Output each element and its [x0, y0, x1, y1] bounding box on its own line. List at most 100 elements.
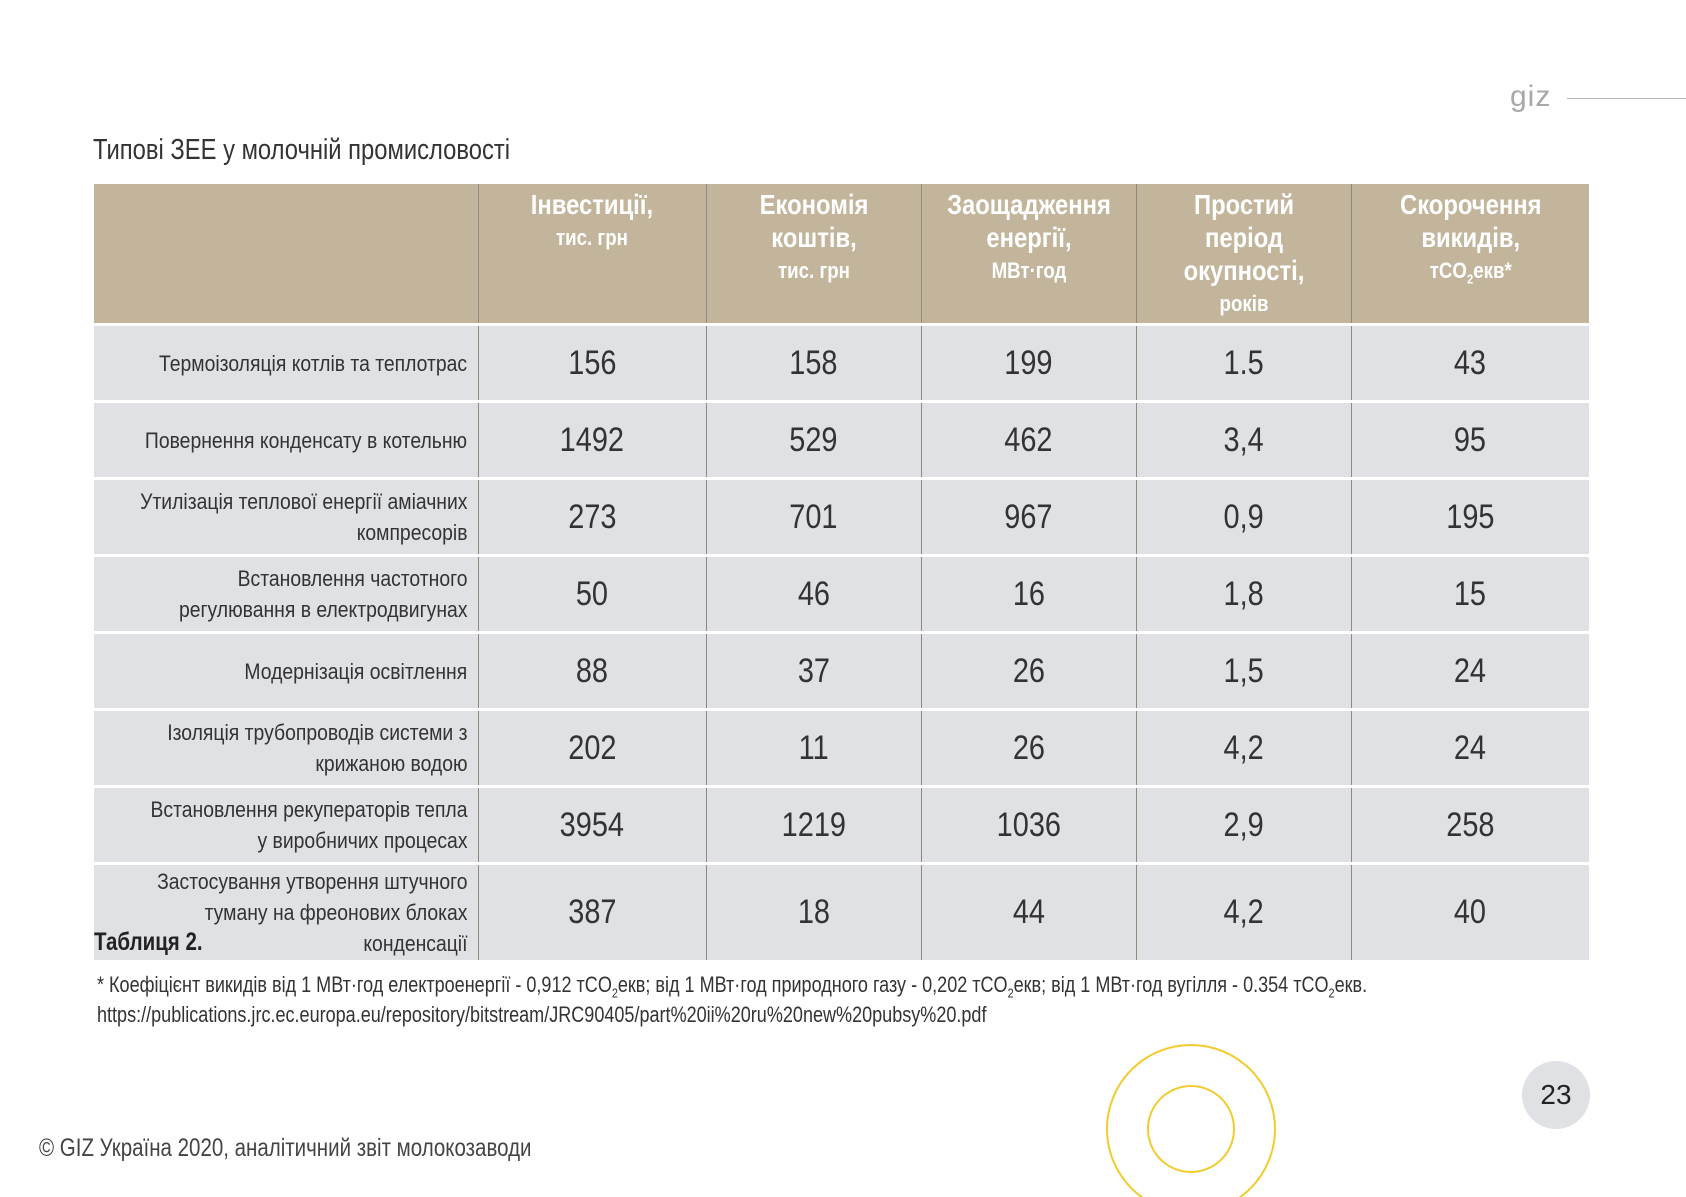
value-cell: 156: [477, 323, 706, 402]
copyright: © GIZ Україна 2020, аналітичний звіт мол…: [39, 1134, 640, 1163]
value-cell: 26: [920, 708, 1136, 787]
column-header: Простий період окупності, років: [1135, 184, 1351, 325]
value-text: 3954: [559, 805, 625, 844]
value-cell: 1036: [920, 785, 1136, 864]
measure-cell: Ізоляція трубопроводів системи з крижано…: [94, 708, 478, 787]
page-number-text: 23: [1540, 1079, 1572, 1110]
value-cell: 202: [477, 708, 706, 787]
value-cell: 24: [1350, 631, 1589, 710]
column-header-unit: років: [1219, 291, 1268, 316]
value-text: 4,2: [1223, 728, 1264, 767]
measure-cell: Утилізація теплової енергії аміачних ком…: [94, 477, 478, 556]
value-text: 26: [1012, 728, 1045, 767]
value-cell: 195: [1350, 477, 1589, 556]
value-text: 967: [1004, 497, 1053, 536]
table-row: Модернізація освітлення 88 37 26 1,5 24: [94, 631, 1589, 710]
column-header-unit: МВт·год: [991, 258, 1066, 283]
value-text: 2,9: [1223, 805, 1264, 844]
value-cell: 15: [1350, 554, 1589, 633]
value-cell: 88: [477, 631, 706, 710]
value-text: 37: [797, 651, 830, 690]
value-text: 18: [797, 893, 830, 931]
value-text: 387: [567, 893, 617, 931]
value-text: 156: [567, 343, 617, 382]
column-header: [94, 184, 478, 325]
value-cell: 43: [1350, 323, 1589, 402]
table-row: Застосування утворення штучного туману н…: [94, 862, 1589, 960]
column-header: Скорочення викидів, тCO2екв*: [1350, 184, 1589, 325]
value-cell: 3954: [477, 785, 706, 864]
copyright-text: © GIZ Україна 2020, аналітичний звіт мол…: [39, 1134, 532, 1162]
measure-label: Встановлення рекуператорів тепла у вироб…: [150, 797, 468, 853]
decorative-ring-outer: [1106, 1044, 1276, 1197]
value-cell: 0,9: [1135, 477, 1351, 556]
table-caption-text: Таблиця 2.: [94, 928, 203, 956]
table-title: Типові ЗЕЕ у молочній промисловості: [93, 134, 602, 167]
source-link-text[interactable]: https://publications.jrc.ec.europa.eu/re…: [97, 1002, 987, 1027]
value-text: 11: [798, 728, 829, 767]
table-caption: Таблиця 2.: [94, 928, 226, 957]
table-title-text: Типові ЗЕЕ у молочній промисловості: [93, 134, 511, 166]
measure-label: Утилізація теплової енергії аміачних ком…: [140, 489, 468, 545]
value-text: 88: [575, 651, 609, 690]
value-cell: 44: [920, 862, 1136, 960]
measure-cell: Термоізоляція котлів та теплотрас: [94, 323, 478, 402]
value-text: 46: [797, 574, 830, 613]
value-cell: 387: [477, 862, 706, 960]
value-text: 158: [789, 343, 838, 382]
value-text: 701: [789, 497, 838, 536]
column-header: Економія коштів, тис. грн: [705, 184, 921, 325]
table-row: Ізоляція трубопроводів системи з крижано…: [94, 708, 1589, 787]
value-text: 40: [1454, 893, 1487, 931]
value-text: 202: [567, 728, 617, 767]
value-cell: 1219: [705, 785, 921, 864]
value-text: 95: [1454, 420, 1487, 459]
value-cell: 1.5: [1135, 323, 1351, 402]
column-header-title: Скорочення викидів,: [1399, 189, 1541, 253]
value-text: 43: [1454, 343, 1487, 382]
value-cell: 40: [1350, 862, 1589, 960]
header-rule: [1567, 98, 1686, 99]
value-text: 1,5: [1223, 651, 1264, 690]
source-link[interactable]: https://publications.jrc.ec.europa.eu/re…: [97, 1002, 1182, 1028]
value-text: 15: [1454, 574, 1487, 613]
measure-cell: Застосування утворення штучного туману н…: [94, 862, 478, 960]
value-text: 3,4: [1223, 420, 1264, 459]
value-cell: 1,8: [1135, 554, 1351, 633]
value-cell: 158: [705, 323, 921, 402]
value-text: 199: [1004, 343, 1053, 382]
table-row: Утилізація теплової енергії аміачних ком…: [94, 477, 1589, 556]
value-cell: 37: [705, 631, 921, 710]
value-cell: 701: [705, 477, 921, 556]
footnote: * Коефіцієнт викидів від 1 МВт·год елект…: [97, 972, 1646, 1000]
table-row: Термоізоляція котлів та теплотрас 156 158 1…: [94, 323, 1589, 402]
value-text: 1.5: [1223, 343, 1264, 382]
giz-logo: giz: [1510, 80, 1552, 113]
measure-label: Застосування утворення штучного туману н…: [157, 869, 468, 956]
value-text: 26: [1012, 651, 1045, 690]
value-cell: 273: [477, 477, 706, 556]
column-header: Заощадження енергії, МВт·год: [920, 184, 1136, 325]
value-text: 1,8: [1223, 574, 1264, 613]
measure-label: Ізоляція трубопроводів системи з крижано…: [167, 720, 468, 776]
value-text: 50: [575, 574, 609, 613]
value-cell: 462: [920, 400, 1136, 479]
measures-table: Інвестиції, тис. грн Економія коштів, тис. …: [94, 184, 1589, 960]
value-text: 195: [1446, 497, 1495, 536]
value-cell: 11: [705, 708, 921, 787]
value-text: 4,2: [1223, 893, 1264, 931]
value-text: 258: [1446, 805, 1495, 844]
measure-cell: Встановлення частотного регулювання в ел…: [94, 554, 478, 633]
page-number: 23: [1522, 1061, 1590, 1129]
value-cell: 2,9: [1135, 785, 1351, 864]
measure-cell: Встановлення рекуператорів тепла у вироб…: [94, 785, 478, 864]
table-row: Встановлення частотного регулювання в ел…: [94, 554, 1589, 633]
column-header-unit: тис. грн: [777, 258, 850, 283]
value-cell: 50: [477, 554, 706, 633]
value-cell: 3,4: [1135, 400, 1351, 479]
column-header-title: Простий період окупності,: [1183, 189, 1304, 286]
measure-cell: Повернення конденсату в котельню: [94, 400, 478, 479]
value-text: 0,9: [1223, 497, 1264, 536]
table-row: Повернення конденсату в котельню 1492 529 4…: [94, 400, 1589, 479]
measure-label: Термоізоляція котлів та теплотрас: [159, 350, 468, 376]
